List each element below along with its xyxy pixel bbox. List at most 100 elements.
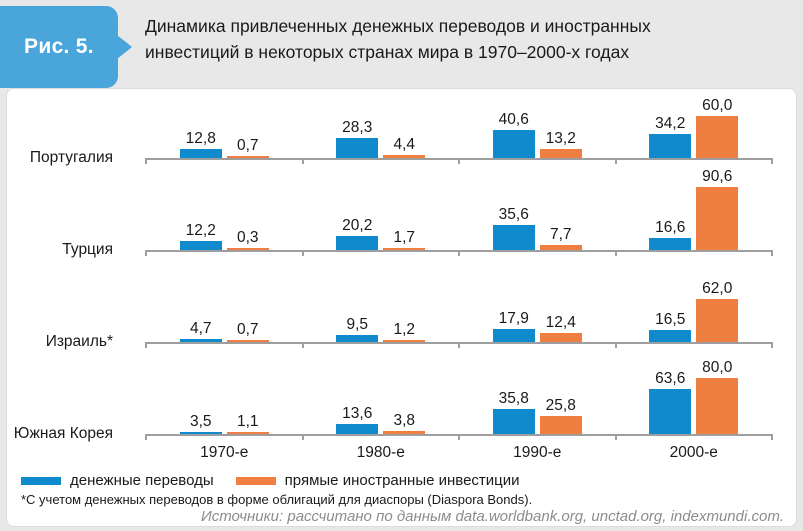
value-label: 7,7 xyxy=(549,226,572,243)
axis-tick xyxy=(145,342,147,348)
axis-tick xyxy=(771,342,773,348)
money-transfers-bar xyxy=(336,335,379,342)
value-label: 4,7 xyxy=(189,320,212,337)
chart-panel: денежные переводы прямые иностранные инв… xyxy=(6,88,797,527)
axis-tick xyxy=(458,434,460,440)
category-label: 2000-е xyxy=(669,444,718,461)
value-label: 16,5 xyxy=(655,311,686,328)
value-label: 12,8 xyxy=(185,130,216,147)
value-label: 34,2 xyxy=(655,115,686,132)
value-label: 0,3 xyxy=(236,229,259,246)
axis-tick xyxy=(301,250,304,256)
value-label: 90,6 xyxy=(702,168,733,185)
fdi-bar xyxy=(383,155,426,158)
value-label: 1,2 xyxy=(393,321,416,338)
legend-label-fdi: прямые иностранные инвестиции xyxy=(284,472,520,489)
axis-tick xyxy=(458,250,460,256)
value-label: 3,8 xyxy=(393,412,416,429)
axis-tick xyxy=(614,434,617,440)
fdi-bar xyxy=(539,333,582,342)
fdi-bar xyxy=(383,248,426,250)
value-label: 35,8 xyxy=(498,390,529,407)
fdi-bar xyxy=(383,340,426,342)
value-label: 0,7 xyxy=(236,137,259,154)
category-label: 1970-е xyxy=(200,444,249,461)
axis-tick xyxy=(458,342,460,348)
axis-tick xyxy=(301,434,304,440)
fdi-bar xyxy=(226,432,269,434)
money-transfers-bar xyxy=(492,329,535,342)
fdi-bar xyxy=(539,149,582,158)
axis-tick xyxy=(771,434,773,440)
money-transfers-bar xyxy=(649,134,692,158)
value-label: 63,6 xyxy=(655,370,686,387)
badge-pointer-shape xyxy=(117,35,132,59)
money-transfers-swatch xyxy=(21,476,61,485)
value-label: 25,8 xyxy=(545,397,576,414)
fdi-bar xyxy=(226,340,269,342)
value-label: 12,4 xyxy=(545,314,576,331)
money-transfers-bar xyxy=(492,225,535,250)
value-label: 12,2 xyxy=(185,222,216,239)
money-transfers-bar xyxy=(649,330,692,342)
value-label: 35,6 xyxy=(498,206,529,223)
legend-item-fdi: прямые иностранные инвестиции xyxy=(235,472,520,489)
money-transfers-bar xyxy=(336,236,379,250)
axis-tick xyxy=(145,434,147,440)
value-label: 16,6 xyxy=(655,219,686,236)
axis-tick xyxy=(614,158,617,164)
figure-number-badge: Рис. 5. xyxy=(0,6,132,88)
source-line: Источники: рассчитано по данным data.wor… xyxy=(201,508,784,525)
country-label: Португалия xyxy=(29,149,113,166)
axis-tick xyxy=(301,342,304,348)
money-transfers-bar xyxy=(492,409,535,434)
value-label: 80,0 xyxy=(702,359,733,376)
value-label: 0,7 xyxy=(236,321,259,338)
value-label: 60,0 xyxy=(702,97,733,114)
fdi-bar xyxy=(696,378,739,434)
money-transfers-bar xyxy=(179,432,222,434)
money-transfers-bar xyxy=(179,339,222,342)
country-label: Израиль* xyxy=(45,333,113,350)
value-label: 13,2 xyxy=(545,130,576,147)
axis-tick xyxy=(771,250,773,256)
money-transfers-bar xyxy=(336,138,379,158)
legend: денежные переводы прямые иностранные инв… xyxy=(21,472,520,489)
country-label: Южная Корея xyxy=(13,425,113,442)
chart-title: Динамика привлеченных денежных переводов… xyxy=(145,16,651,62)
value-label: 1,1 xyxy=(236,413,259,430)
value-label: 4,4 xyxy=(393,136,416,153)
axis-tick xyxy=(145,250,147,256)
figure-number-label: Рис. 5. xyxy=(24,35,94,58)
money-transfers-bar xyxy=(492,130,535,158)
fdi-bar xyxy=(696,116,739,158)
value-label: 13,6 xyxy=(342,405,373,422)
category-label: 1980-е xyxy=(356,444,405,461)
legend-item-money-transfers: денежные переводы xyxy=(21,472,214,489)
money-transfers-bar xyxy=(649,238,692,250)
axis-tick xyxy=(458,158,460,164)
fdi-swatch xyxy=(235,476,276,485)
fdi-bar xyxy=(226,156,269,158)
fdi-bar xyxy=(383,431,426,434)
money-transfers-bar xyxy=(179,149,222,158)
legend-label-money-transfers: денежные переводы xyxy=(70,472,214,489)
value-label: 3,5 xyxy=(189,413,212,430)
country-label: Турция xyxy=(62,241,113,258)
money-transfers-bar xyxy=(649,389,692,434)
axis-tick xyxy=(145,158,147,164)
axis-tick xyxy=(614,342,617,348)
value-label: 1,7 xyxy=(393,229,416,246)
money-transfers-bar xyxy=(179,241,222,250)
fdi-bar xyxy=(226,248,269,250)
axis-tick xyxy=(301,158,304,164)
value-label: 17,9 xyxy=(498,310,529,327)
axis-tick xyxy=(771,158,773,164)
value-label: 28,3 xyxy=(342,119,373,136)
value-label: 9,5 xyxy=(346,316,369,333)
axis-tick xyxy=(614,250,617,256)
value-label: 40,6 xyxy=(498,111,529,128)
money-transfers-bar xyxy=(336,424,379,434)
category-label: 1990-е xyxy=(513,444,562,461)
